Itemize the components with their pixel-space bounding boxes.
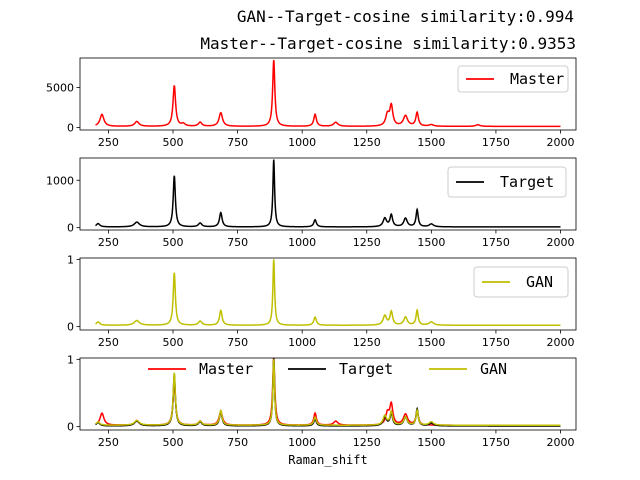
x-tick-label: 500 (163, 236, 184, 249)
x-tick-label: 1750 (482, 136, 510, 149)
x-tick-label: 500 (163, 136, 184, 149)
x-tick-label: 250 (98, 236, 119, 249)
y-tick-label: 1 (67, 353, 74, 366)
series-line-master (95, 59, 561, 128)
axes-frame (79, 157, 577, 231)
axes-frame (79, 257, 577, 331)
y-tick-label: 0 (67, 222, 74, 235)
x-tick-label: 500 (163, 436, 184, 449)
x-tick-label: 1000 (288, 436, 316, 449)
y-tick-label: 0 (67, 122, 74, 135)
subplots: 250 500 750 1000 1250 1500 1750 200005000Master… (46, 57, 577, 467)
legend-frame (457, 65, 569, 93)
axes-frame (79, 57, 577, 131)
legend-frame (447, 166, 567, 198)
x-tick-label: 2000 (547, 136, 575, 149)
x-tick-label: 750 (227, 436, 248, 449)
x-tick-label: 2000 (547, 436, 575, 449)
y-tick-label: 1000 (46, 174, 74, 187)
x-tick-label: 1750 (482, 236, 510, 249)
legend-frame (473, 266, 569, 298)
series-line-gan (95, 259, 561, 327)
x-tick-label: 1000 (288, 236, 316, 249)
x-tick-label: 1500 (417, 336, 445, 349)
legend-label: Target (500, 173, 554, 191)
x-tick-label: 500 (163, 336, 184, 349)
x-tick-label: 1250 (353, 236, 381, 249)
y-tick-label: 1 (67, 253, 74, 266)
legend-label: Target (339, 360, 393, 378)
series-line-gan (95, 359, 561, 427)
axes-frame (79, 357, 577, 431)
legend-label: Master (199, 360, 253, 378)
legend-label: GAN (526, 273, 553, 291)
x-tick-label: 1250 (353, 436, 381, 449)
x-tick-label: 1750 (482, 336, 510, 349)
x-axis-label: Raman_shift (288, 453, 367, 467)
x-tick-label: 1500 (417, 136, 445, 149)
y-tick-label: 5000 (46, 82, 74, 95)
subplot-2: 250 500 750 1000 1250 1500 1750 2000 0 1000 Target (46, 157, 577, 249)
title-line-1: GAN--Target-cosine similarity:0.994 (237, 7, 574, 26)
legend-label: GAN (480, 360, 507, 378)
x-tick-label: 750 (227, 236, 248, 249)
x-tick-label: 750 (227, 136, 248, 149)
y-tick-label: 0 (67, 421, 74, 434)
x-tick-label: 2000 (547, 236, 575, 249)
x-tick-label: 1000 (288, 136, 316, 149)
series-line-target (95, 159, 561, 228)
legend-label: Master (510, 70, 564, 88)
legend: GAN (473, 266, 569, 298)
x-tick-label: 1750 (482, 436, 510, 449)
x-tick-label: 1250 (353, 136, 381, 149)
x-tick-label: 250 (98, 136, 119, 149)
x-tick-label: 2000 (547, 336, 575, 349)
legend: Target (447, 166, 567, 198)
legend: Master (457, 65, 569, 93)
x-tick-label: 250 (98, 436, 119, 449)
x-tick-label: 1000 (288, 336, 316, 349)
x-tick-label: 1250 (353, 336, 381, 349)
x-tick-label: 750 (227, 336, 248, 349)
subplot-4: 250 500 750 1000 1250 1500 1750 2000 0 1 Raman_shi… (67, 353, 577, 467)
x-tick-label: 250 (98, 336, 119, 349)
subplot-3: 250 500 750 1000 1250 1500 1750 2000 0 1 GAN (67, 253, 577, 349)
y-tick-label: 0 (67, 321, 74, 334)
legend: Master Target GAN (148, 360, 507, 378)
title-line-2: Master--Target-cosine similarity:0.9353 (200, 34, 576, 53)
x-tick-label: 1500 (417, 436, 445, 449)
x-tick-label: 1500 (417, 236, 445, 249)
subplot-1: 250 500 750 1000 1250 1500 1750 2000 0 5000 Master (46, 57, 577, 149)
